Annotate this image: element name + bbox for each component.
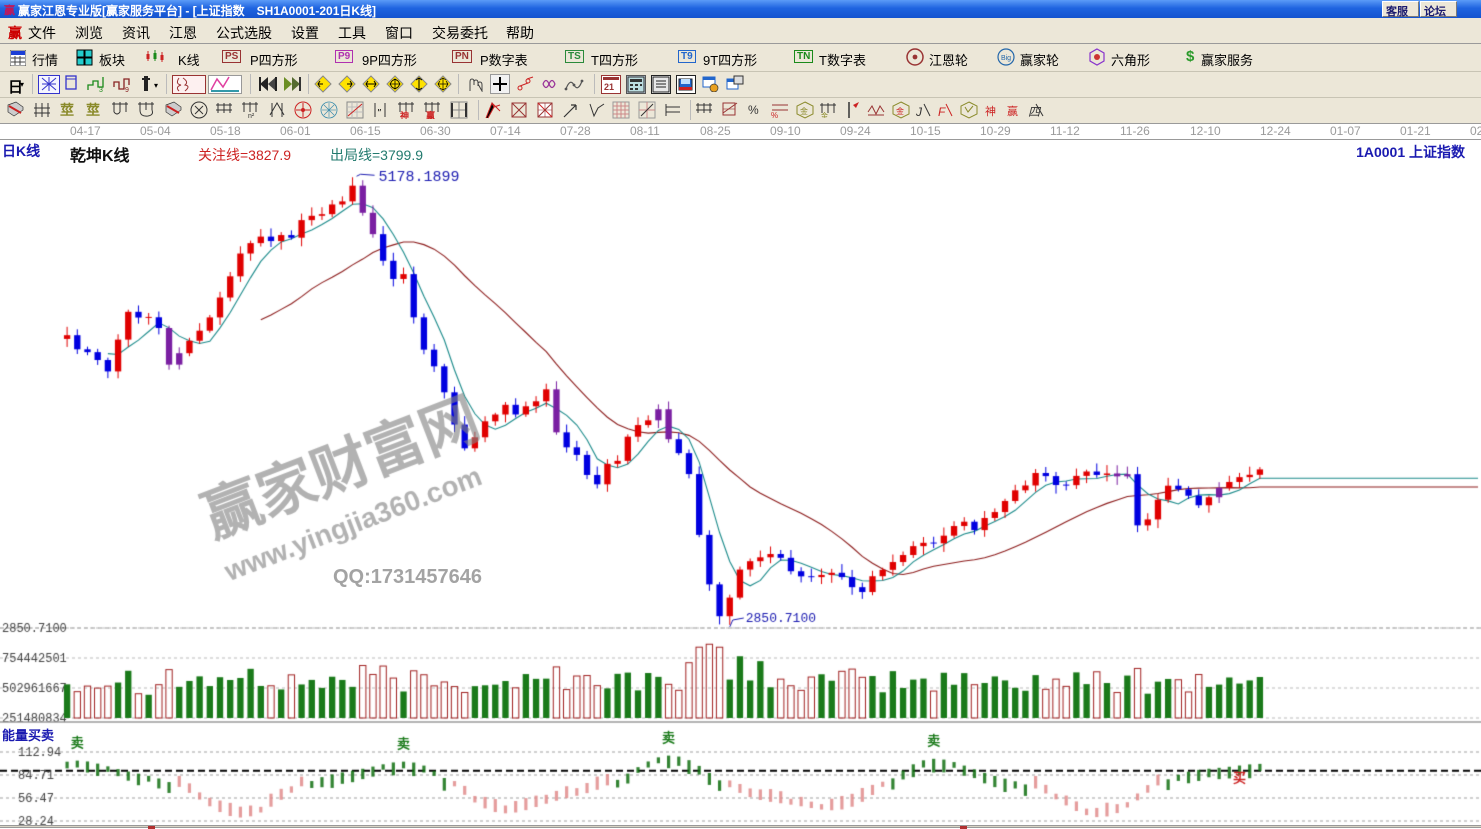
svg-text:莖: 莖 xyxy=(60,102,74,118)
svg-text:金: 金 xyxy=(800,106,808,116)
svg-text:J: J xyxy=(916,105,923,118)
svg-text:莖: 莖 xyxy=(86,102,100,118)
svg-text:3: 3 xyxy=(99,87,103,92)
svg-text:赢: 赢 xyxy=(426,110,435,119)
svg-text:Big: Big xyxy=(1001,55,1011,62)
svg-text:赢: 赢 xyxy=(1007,104,1018,118)
svg-text:n²: n² xyxy=(248,113,255,119)
svg-text:": " xyxy=(377,108,381,118)
svg-text:神: 神 xyxy=(985,104,996,118)
svg-text:9: 9 xyxy=(125,87,129,92)
svg-text:%: % xyxy=(771,111,778,119)
svg-text:神: 神 xyxy=(400,110,409,119)
svg-text:金: 金 xyxy=(896,106,904,116)
svg-text:F: F xyxy=(938,105,946,118)
svg-text:21: 21 xyxy=(604,82,614,92)
svg-text:金: 金 xyxy=(821,111,828,118)
